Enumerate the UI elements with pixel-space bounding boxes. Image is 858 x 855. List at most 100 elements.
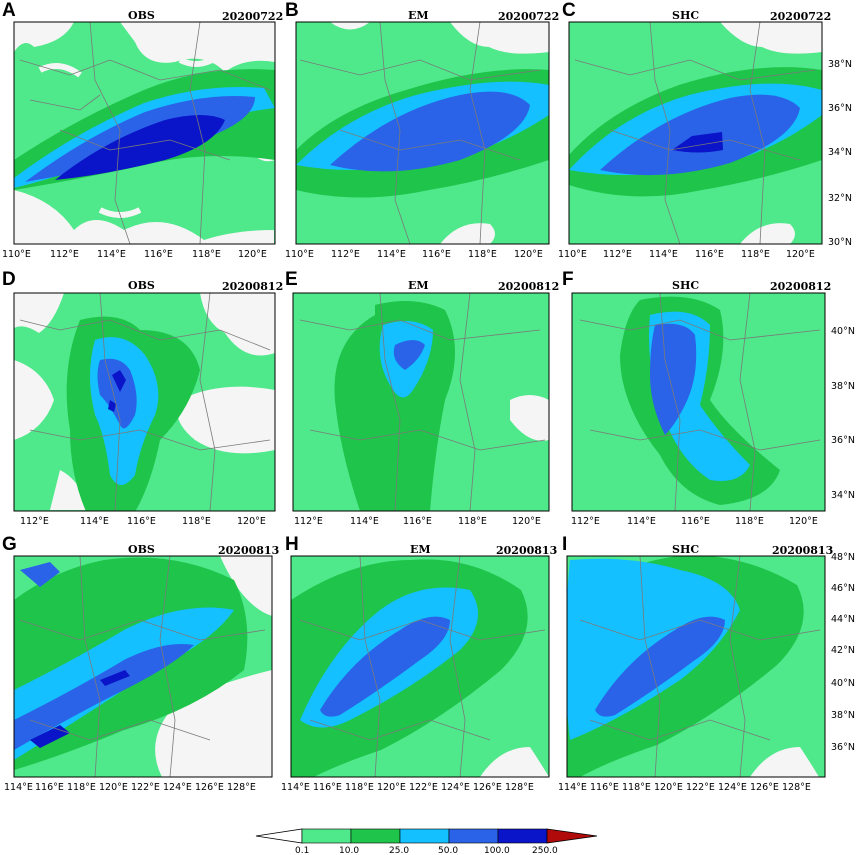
tick-lon: 114°E xyxy=(97,249,126,260)
colorbar-label: 0.1 xyxy=(295,846,310,855)
tick-lon: 118°E xyxy=(345,782,374,793)
tick-lon: 114°E xyxy=(627,516,656,527)
tick-lon: 120°E xyxy=(237,516,266,527)
colorbar-cell-max xyxy=(546,828,598,844)
colorbar-cell-2 xyxy=(350,828,401,844)
tick-lon: 114°E xyxy=(4,782,33,793)
tick-lon: 118°E xyxy=(622,782,651,793)
tick-lon: 120°E xyxy=(786,249,815,260)
panel-title-h: EM xyxy=(410,543,431,556)
tick-lon: 122°E xyxy=(686,782,715,793)
tick-lat: 36°N xyxy=(831,742,855,753)
colorbar-label: 100.0 xyxy=(484,846,510,855)
tick-lon: 118°E xyxy=(735,516,764,527)
panel-date-d: 20200812 xyxy=(222,280,284,293)
map-panel-e xyxy=(293,293,549,511)
tick-lon: 120°E xyxy=(789,516,818,527)
panel-letter-d: D xyxy=(2,269,16,290)
tick-lon: 112°E xyxy=(50,249,79,260)
tick-lat: 38°N xyxy=(831,381,855,392)
tick-lon: 116°E xyxy=(313,782,342,793)
tick-lon: 116°E xyxy=(695,249,724,260)
panel-date-f: 20200812 xyxy=(770,280,832,293)
tick-lat: 34°N xyxy=(828,147,852,158)
panel-date-g: 20200813 xyxy=(218,544,280,557)
tick-lon: 120°E xyxy=(654,782,683,793)
map-panel-a xyxy=(14,22,275,244)
tick-lon: 114°E xyxy=(558,782,587,793)
tick-lon: 110°E xyxy=(285,249,314,260)
tick-lon: 128°E xyxy=(227,782,256,793)
tick-lat: 40°N xyxy=(831,326,855,337)
panel-date-h: 20200813 xyxy=(496,544,558,557)
tick-lon: 114°E xyxy=(80,516,109,527)
tick-lon: 114°E xyxy=(281,782,310,793)
colorbar-cell-1 xyxy=(301,828,352,844)
colorbar-label: 10.0 xyxy=(339,846,360,855)
tick-lon: 124°E xyxy=(163,782,192,793)
tick-lon: 116°E xyxy=(144,249,173,260)
tick-lat: 46°N xyxy=(831,583,855,594)
tick-lat: 36°N xyxy=(828,103,852,114)
colorbar-label: 50.0 xyxy=(438,846,459,855)
tick-lat: 40°N xyxy=(831,678,855,689)
tick-lon: 120°E xyxy=(238,249,267,260)
tick-lon: 118°E xyxy=(741,249,770,260)
panel-title-f: SHC xyxy=(672,279,700,292)
tick-lon: 116°E xyxy=(127,516,156,527)
tick-lat: 38°N xyxy=(831,710,855,721)
panel-letter-e: E xyxy=(285,269,298,290)
panel-title-c: SHC xyxy=(672,9,700,22)
tick-lat: 38°N xyxy=(828,59,852,70)
tick-lon: 118°E xyxy=(192,249,221,260)
map-panel-f xyxy=(572,293,825,511)
tick-lon: 116°E xyxy=(403,516,432,527)
tick-lon: 112°E xyxy=(603,249,632,260)
panel-date-e: 20200812 xyxy=(498,280,560,293)
panel-letter-h: H xyxy=(285,534,299,555)
tick-lon: 126°E xyxy=(195,782,224,793)
colorbar-cell-3 xyxy=(399,828,450,844)
tick-lon: 126°E xyxy=(750,782,779,793)
panel-letter-f: F xyxy=(562,269,574,290)
panel-letter-i: I xyxy=(562,534,568,555)
tick-lon: 124°E xyxy=(441,782,470,793)
tick-lon: 114°E xyxy=(649,249,678,260)
colorbar-label: 25.0 xyxy=(389,846,410,855)
panel-title-d: OBS xyxy=(128,279,155,292)
tick-lon: 124°E xyxy=(718,782,747,793)
tick-lon: 118°E xyxy=(458,516,487,527)
panel-date-c: 20200722 xyxy=(770,10,832,23)
tick-lon: 112°E xyxy=(331,249,360,260)
tick-lon: 120°E xyxy=(514,249,543,260)
panel-letter-a: A xyxy=(2,0,16,21)
tick-lon: 112°E xyxy=(571,516,600,527)
panel-letter-g: G xyxy=(2,534,17,555)
panel-title-i: SHC xyxy=(672,543,700,556)
tick-lat: 32°N xyxy=(828,193,852,204)
tick-lat: 42°N xyxy=(831,645,855,656)
tick-lat: 30°N xyxy=(828,237,852,248)
tick-lat: 36°N xyxy=(831,435,855,446)
tick-lon: 116°E xyxy=(35,782,64,793)
panel-title-b: EM xyxy=(408,9,429,22)
panel-letter-b: B xyxy=(285,0,299,21)
tick-lon: 110°E xyxy=(2,249,31,260)
tick-lon: 110°E xyxy=(558,249,587,260)
colorbar xyxy=(255,828,598,844)
tick-lon: 122°E xyxy=(409,782,438,793)
tick-lon: 120°E xyxy=(512,516,541,527)
tick-lon: 116°E xyxy=(422,249,451,260)
tick-lon: 118°E xyxy=(67,782,96,793)
panel-title-g: OBS xyxy=(128,543,155,556)
tick-lon: 114°E xyxy=(350,516,379,527)
panel-letter-c: C xyxy=(562,0,576,21)
tick-lon: 112°E xyxy=(20,516,49,527)
map-panel-i xyxy=(567,556,825,777)
tick-lon: 126°E xyxy=(473,782,502,793)
tick-lon: 128°E xyxy=(782,782,811,793)
colorbar-label: 250.0 xyxy=(532,846,558,855)
tick-lat: 34°N xyxy=(831,490,855,501)
